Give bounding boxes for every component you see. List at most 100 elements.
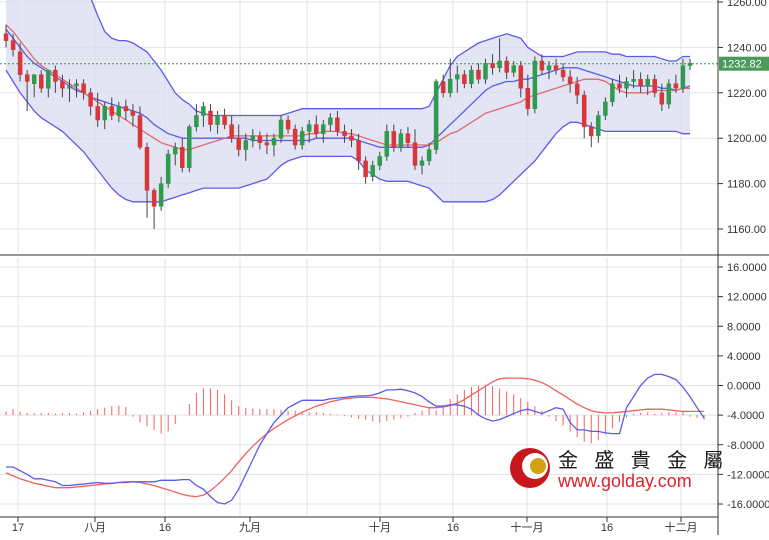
candle [574, 76, 580, 105]
candle-body-up [680, 65, 686, 89]
candle [645, 74, 650, 96]
candle-body-up [447, 78, 453, 94]
candle-body-down [462, 74, 467, 84]
brand-coin-icon [530, 458, 546, 474]
candle [504, 56, 509, 80]
candle-body-down [264, 142, 270, 146]
candle-body-up [433, 81, 439, 150]
candle [321, 120, 326, 143]
candle-body-down [525, 88, 531, 109]
candle [624, 76, 629, 98]
candle-body-up [384, 131, 390, 157]
candle [589, 122, 594, 148]
bollinger-lower-line [5, 69, 690, 203]
candle-body-up [398, 133, 404, 148]
candle-body-up [194, 115, 199, 128]
candle [447, 58, 453, 98]
candle-body-down [180, 147, 185, 168]
candle-body-up [631, 78, 636, 82]
candle-body-up [469, 69, 474, 84]
candle [356, 133, 361, 170]
candle [349, 129, 354, 148]
candle-body-up [645, 78, 650, 87]
candle-body-down [285, 119, 291, 130]
candle [384, 124, 390, 161]
candle [81, 79, 86, 100]
candle [31, 74, 37, 98]
candle [673, 74, 679, 93]
candle-body-up [158, 183, 164, 207]
candle-body-up [596, 115, 601, 137]
candle [95, 92, 100, 127]
candle [567, 70, 573, 93]
candle [370, 160, 375, 182]
macd-y-tick-label: 8.0000 [727, 321, 761, 333]
candle [102, 101, 107, 130]
bollinger-band-fill [6, 0, 690, 202]
candle [518, 61, 524, 98]
candle [652, 74, 657, 98]
candle [24, 70, 30, 111]
candle [553, 58, 559, 75]
candle-body-down [335, 117, 340, 132]
candle [243, 133, 249, 161]
brand-logo: 金 盛 貴 金 屬 www.golday.com [510, 448, 723, 491]
candle-body-up [250, 135, 256, 141]
candle [53, 65, 58, 93]
candle [46, 69, 51, 98]
candle [180, 138, 185, 173]
candle-body-up [483, 63, 488, 80]
candle [680, 58, 686, 93]
candle [215, 110, 220, 134]
candle [469, 65, 474, 89]
candle [39, 70, 44, 93]
candle [497, 38, 502, 73]
candle [610, 79, 615, 107]
candle [377, 151, 382, 170]
candle [187, 124, 192, 173]
candle-body-up [67, 85, 72, 89]
candle [363, 156, 368, 184]
candle-body-down [208, 110, 213, 125]
candle-body-up [116, 106, 122, 116]
candle [603, 97, 608, 121]
candle-body-up [370, 165, 375, 177]
candle-body-up [299, 131, 305, 146]
candle-body-down [342, 131, 347, 137]
macd-line [6, 373, 705, 505]
last-price-badge [719, 56, 769, 71]
macd-y-tick-label: -12.0000 [727, 469, 769, 481]
candle-body-up [328, 117, 333, 125]
candle [292, 124, 298, 150]
candle-body-up [102, 106, 107, 121]
candle-body-up [31, 74, 37, 84]
candle-body-down [123, 106, 129, 112]
candle-body-down [560, 69, 566, 78]
candle-body-down [292, 128, 298, 146]
candle-body-up [624, 81, 629, 89]
candle-body-down [363, 160, 368, 178]
price-chart: 1232.82 [0, 0, 769, 229]
candle [525, 74, 531, 116]
candle [659, 83, 665, 111]
candle [405, 126, 411, 148]
candle [596, 110, 601, 143]
candle [539, 54, 545, 75]
price-y-tick-label: 1220.00 [727, 88, 767, 100]
candle [3, 24, 9, 48]
x-tick-label: 十二月 [665, 520, 698, 534]
candle-body-down [229, 124, 234, 139]
candle-body-down [39, 74, 44, 89]
candle-body-down [349, 135, 354, 141]
candle [328, 113, 333, 132]
macd-chart [5, 373, 705, 505]
candle-body-down [109, 106, 115, 116]
candle [532, 56, 538, 114]
candle [581, 90, 587, 139]
candle [285, 115, 291, 134]
candle [398, 129, 404, 152]
candle [229, 115, 234, 143]
candle-body-down [314, 124, 319, 134]
